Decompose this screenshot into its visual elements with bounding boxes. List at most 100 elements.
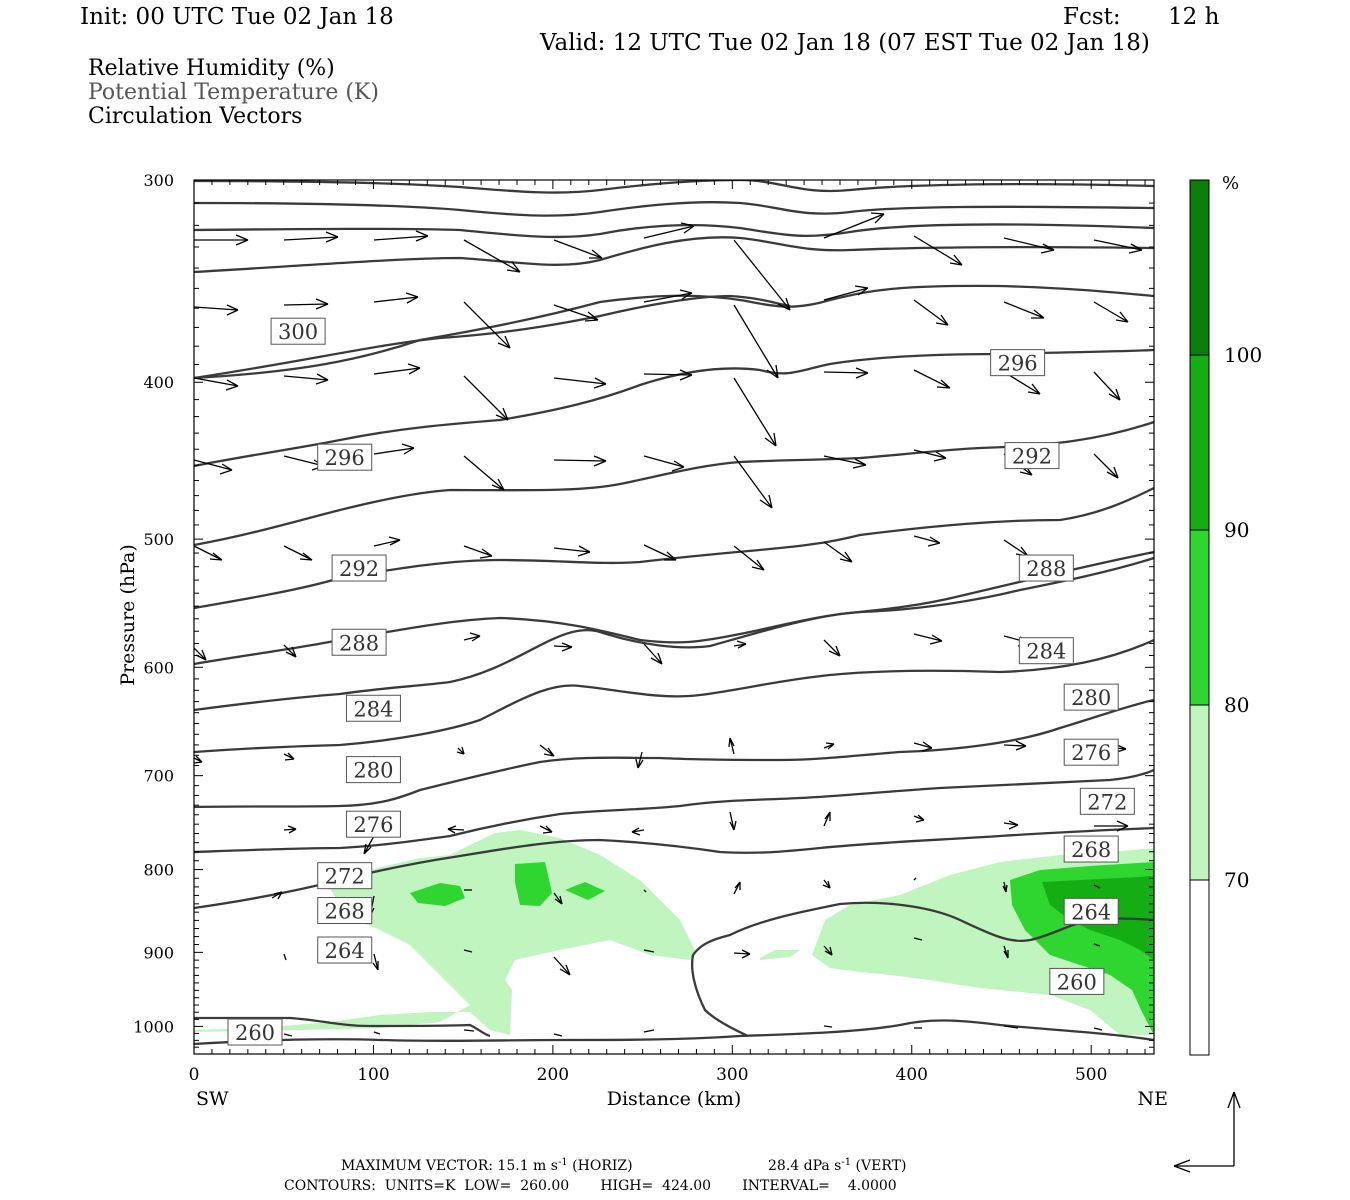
rh-70-region-west [194, 830, 695, 1035]
circulation-vector [553, 304, 599, 322]
circulation-vector [823, 742, 835, 750]
theta-label-292: 292 [331, 554, 387, 582]
circulation-vector [283, 825, 297, 834]
circulation-vector [194, 377, 239, 391]
circulation-vector [643, 369, 693, 381]
svg-text:260: 260 [1057, 970, 1097, 994]
circulation-vector [539, 744, 555, 757]
x-axis-title: Distance (km) [607, 1088, 742, 1110]
theta-label-288: 288 [1018, 554, 1074, 582]
circulation-vector [1093, 453, 1119, 479]
circulation-vector [733, 881, 741, 895]
y-tick-label-600: 600 [143, 658, 174, 677]
circulation-vector [1093, 943, 1101, 947]
circulation-vector [823, 639, 841, 657]
y-tick-label-300: 300 [143, 171, 174, 190]
colorbar-bin-90 [1190, 355, 1209, 530]
circulation-vector [823, 285, 869, 301]
circulation-vector [913, 633, 943, 645]
circulation-vector [194, 755, 203, 764]
theta-contour [194, 550, 1154, 712]
theta-label-264: 264 [317, 936, 373, 964]
colorbar-tick-70: 70 [1224, 868, 1249, 892]
y-tick-label-500: 500 [143, 530, 174, 549]
circulation-vector [373, 536, 401, 547]
theta-label-280: 280 [1063, 683, 1119, 711]
circulation-vector [372, 953, 379, 971]
circulation-vector [283, 545, 313, 561]
theta-contour [194, 284, 1154, 380]
circulation-vector [463, 455, 505, 491]
svg-text:284: 284 [1026, 640, 1066, 664]
circulation-vector [913, 937, 923, 941]
circulation-vector [1093, 371, 1121, 401]
svg-text:288: 288 [339, 631, 379, 655]
circulation-vector [553, 642, 573, 652]
circulation-vector [1003, 237, 1055, 254]
circulation-vector [823, 1025, 833, 1028]
circulation-vector [373, 363, 421, 375]
circulation-vector [447, 825, 465, 834]
footer: MAXIMUM VECTOR: 15.1 m s-1 (HORIZ) 28.4 … [284, 1157, 906, 1194]
circulation-vector [283, 373, 329, 385]
theta-label-284: 284 [345, 694, 401, 722]
circulation-vector [1093, 1027, 1103, 1031]
svg-text:300: 300 [278, 320, 318, 344]
circulation-vector [643, 889, 647, 893]
circulation-vector [373, 443, 415, 455]
theta-contour [194, 1016, 491, 1038]
circulation-vector [463, 301, 511, 349]
circulation-vector [733, 949, 751, 959]
circulation-vector [822, 879, 831, 889]
colorbar-unit: % [1222, 173, 1239, 194]
theta-contour [194, 486, 1154, 610]
svg-text:284: 284 [353, 697, 393, 721]
circulation-vector [1093, 884, 1101, 889]
legend-relative-humidity: Relative Humidity (%) [88, 56, 335, 81]
x-tick-label-0: 0 [189, 1065, 200, 1085]
svg-text:264: 264 [1071, 900, 1111, 924]
circulation-vector [1002, 881, 1008, 893]
circulation-vector [553, 377, 607, 389]
circulation-vector [913, 369, 951, 389]
x-tick-label-500: 500 [1075, 1065, 1107, 1085]
circulation-vector [553, 239, 603, 259]
theta-label-284: 284 [1018, 637, 1074, 665]
circulation-vector [823, 367, 869, 379]
circulation-vector [643, 949, 655, 953]
circulation-vector [643, 1029, 655, 1033]
svg-text:260: 260 [235, 1021, 275, 1045]
circulation-vector [823, 541, 853, 563]
circulation-vector [1093, 239, 1143, 254]
circulation-vector [728, 737, 735, 755]
legend-circulation-vectors: Circulation Vectors [88, 104, 303, 129]
theta-contour [194, 223, 1154, 239]
circulation-vector [539, 825, 553, 834]
theta-contour [691, 901, 1154, 1038]
svg-text:276: 276 [1071, 741, 1111, 765]
svg-text:280: 280 [1071, 686, 1111, 710]
theta-label-272: 272 [1079, 787, 1135, 815]
circulation-vector [283, 231, 339, 243]
circulation-vector [553, 455, 607, 467]
legend-potential-temperature: Potential Temperature (K) [88, 80, 379, 105]
theta-label-292: 292 [1004, 442, 1060, 470]
circulation-vector [194, 234, 249, 246]
reference-vertical-arrow [1227, 1091, 1241, 1166]
circulation-vector [631, 827, 645, 836]
circulation-vector [194, 304, 239, 316]
circulation-vector [553, 956, 571, 976]
circulation-vector [913, 877, 917, 881]
colorbar-bin-70 [1190, 705, 1209, 880]
svg-text:268: 268 [1071, 838, 1111, 862]
theta-label-260: 260 [227, 1018, 283, 1046]
theta-label-296: 296 [990, 349, 1046, 377]
circulation-vector [194, 647, 207, 661]
plot-frame [193, 179, 1155, 1055]
circulation-vector [643, 289, 693, 303]
footer-contours: CONTOURS: UNITS=K LOW= 260.00 HIGH= 424.… [284, 1178, 897, 1194]
footer-max-vertical: 28.4 dPa s-1 (VERT) [768, 1157, 906, 1174]
circulation-vector [643, 544, 677, 561]
circulation-vector [823, 811, 831, 827]
